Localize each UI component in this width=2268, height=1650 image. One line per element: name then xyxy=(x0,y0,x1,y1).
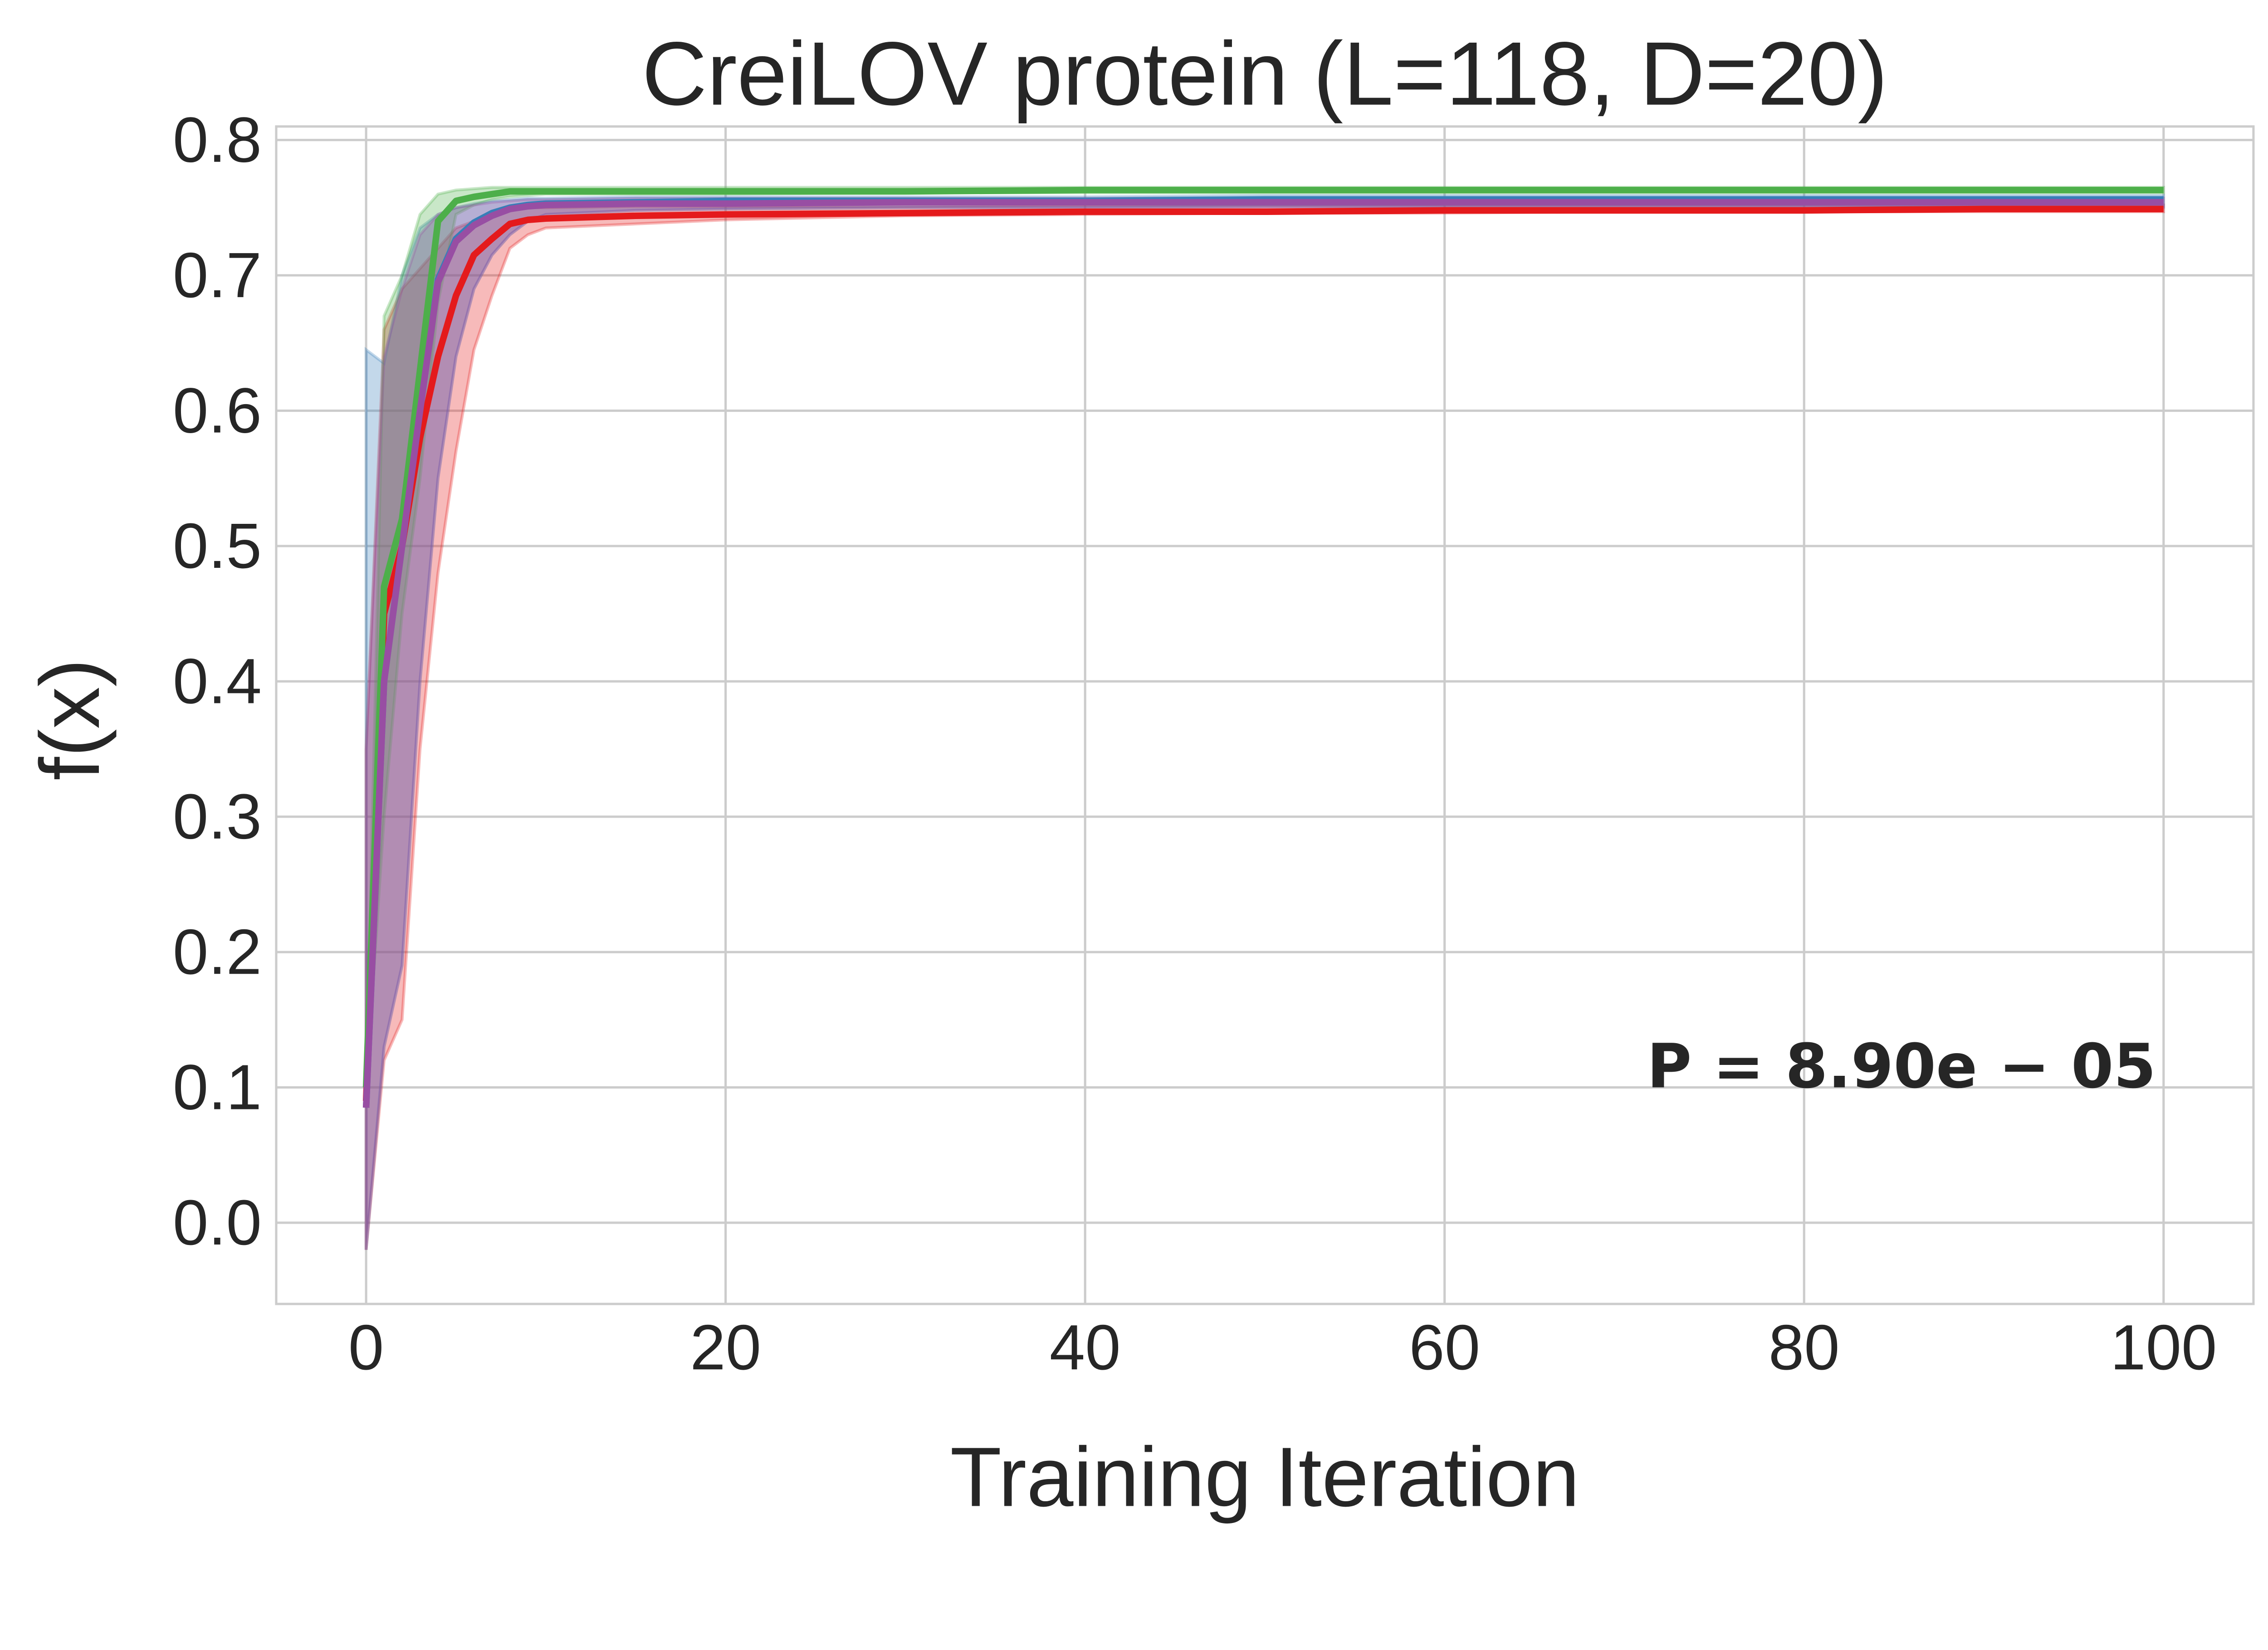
x-tick-label: 60 xyxy=(1409,1311,1480,1383)
x-tick-label: 80 xyxy=(1769,1311,1840,1383)
y-tick-label: 0.6 xyxy=(173,375,262,446)
line-chart: 0 20 40 60 80 100 0.0 0.1 0.2 0.3 0.4 0.5 0.6 0.7 0.8… xyxy=(0,0,2268,1544)
x-tick-label: 40 xyxy=(1050,1311,1121,1383)
y-tick-label: 0.0 xyxy=(173,1186,262,1258)
x-tick-label: 100 xyxy=(2110,1311,2217,1383)
grid xyxy=(276,126,2253,1304)
p-value-annotation: P = 8.90e − 05 xyxy=(1647,1030,2156,1102)
plot-frame xyxy=(275,125,2255,1305)
series-line-0 xyxy=(362,205,2164,1101)
y-tick-label: 0.7 xyxy=(173,239,262,311)
x-tick-labels: 0 20 40 60 80 100 xyxy=(348,1311,2217,1383)
x-axis-label: Training Iteration xyxy=(950,1430,1580,1524)
y-tick-label: 0.3 xyxy=(173,781,262,852)
series-line-2 xyxy=(362,186,2164,1088)
y-tick-label: 0.2 xyxy=(173,916,262,987)
y-axis-label: f(x) xyxy=(23,659,117,780)
y-tick-label: 0.4 xyxy=(173,645,262,717)
series-line-3 xyxy=(362,199,2164,1108)
x-tick-label: 0 xyxy=(348,1311,384,1383)
y-tick-label: 0.5 xyxy=(173,510,262,581)
series-lines xyxy=(362,186,2164,1108)
y-tick-label: 0.8 xyxy=(173,104,262,176)
y-tick-labels: 0.0 0.1 0.2 0.3 0.4 0.5 0.6 0.7 0.8 xyxy=(173,104,262,1258)
chart-title: CreiLOV protein (L=118, D=20) xyxy=(642,24,1888,124)
y-tick-label: 0.1 xyxy=(173,1051,262,1123)
x-tick-label: 20 xyxy=(690,1311,761,1383)
figure-background xyxy=(0,0,2268,1544)
